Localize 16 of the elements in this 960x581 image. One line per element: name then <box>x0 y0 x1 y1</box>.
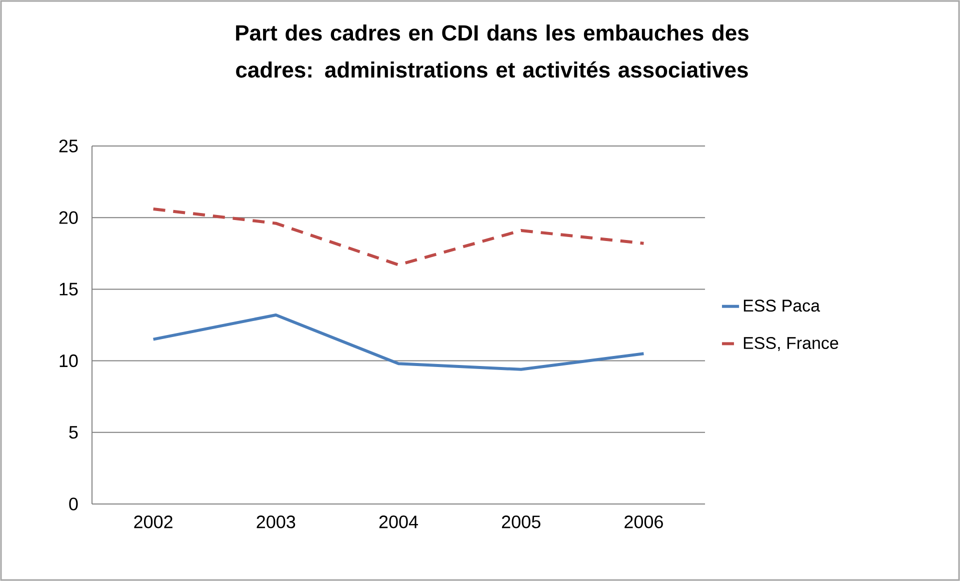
x-tick-label: 2004 <box>379 516 418 528</box>
x-tick-label: 2002 <box>134 516 172 528</box>
y-tick-label: 5 <box>69 426 78 439</box>
line-series <box>152 208 646 266</box>
chart-title: Part des cadres en CDI dans les embauches des cadres: administrations et activités associatives <box>236 24 748 78</box>
x-tick-label: 2006 <box>624 516 663 528</box>
legend-label: ESS, France <box>744 336 838 352</box>
y-tick-label: 0 <box>69 498 78 510</box>
y-tick-label: 20 <box>59 211 78 224</box>
y-tick-label: 10 <box>60 354 78 368</box>
y-tick-label: 15 <box>60 282 78 296</box>
y-tick-label: 25 <box>59 140 78 152</box>
x-tick-label: 2003 <box>256 516 296 528</box>
x-tick-label: 2005 <box>502 516 540 528</box>
line-series <box>152 313 646 371</box>
legend-label: ESS Paca <box>744 300 820 312</box>
